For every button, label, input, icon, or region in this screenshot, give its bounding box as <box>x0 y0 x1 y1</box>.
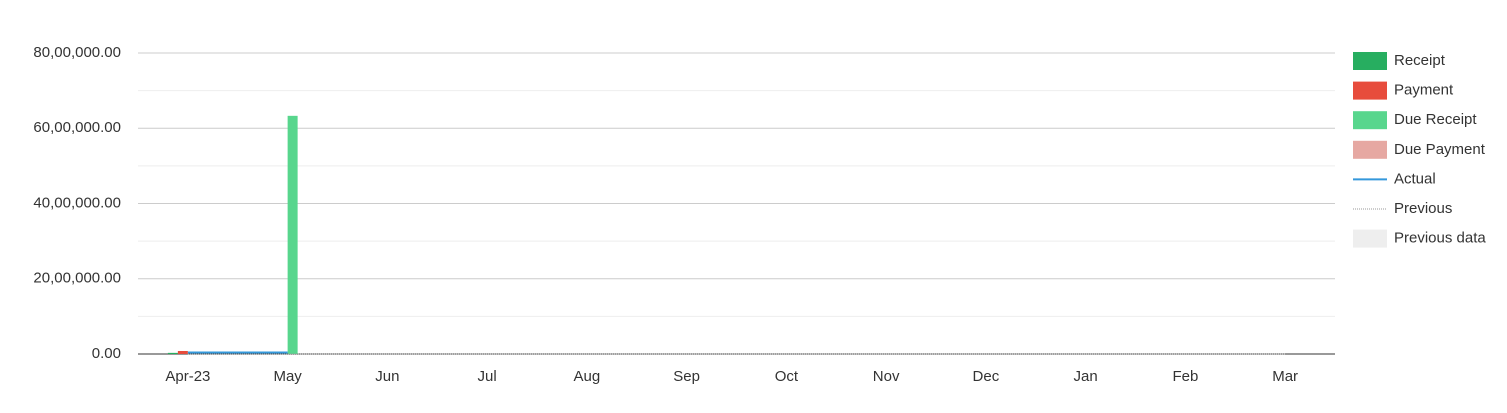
x-tick-label: Jul <box>478 368 497 385</box>
y-tick-label: 20,00,000.00 <box>33 270 121 287</box>
y-tick-label: 40,00,000.00 <box>33 194 121 211</box>
x-tick-label: Oct <box>775 368 799 385</box>
x-tick-label: Feb <box>1172 368 1198 385</box>
x-tick-label: May <box>273 368 302 385</box>
x-tick-label: Jun <box>375 368 399 385</box>
legend-label: Payment <box>1394 82 1454 99</box>
legend-swatch <box>1353 140 1387 159</box>
legend-label: Receipt <box>1394 52 1446 69</box>
legend-label: Actual <box>1394 170 1436 187</box>
x-tick-label: Nov <box>873 368 900 385</box>
x-tick-label: Jan <box>1074 368 1098 385</box>
x-tick-label: Dec <box>973 368 1000 385</box>
bar <box>177 350 188 354</box>
x-tick-label: Apr-23 <box>165 368 210 385</box>
x-tick-label: Sep <box>673 368 700 385</box>
x-tick-label: Aug <box>574 368 601 385</box>
legend-label: Due Receipt <box>1394 111 1477 128</box>
legend-swatch <box>1353 111 1387 130</box>
bar <box>287 115 298 355</box>
legend-swatch <box>1353 52 1387 70</box>
y-tick-label: 80,00,000.00 <box>33 44 121 61</box>
legend-swatch <box>1353 229 1387 248</box>
bar <box>167 352 178 354</box>
y-tick-label: 0.00 <box>92 345 121 362</box>
x-tick-label: Mar <box>1272 368 1298 385</box>
legend-swatch <box>1353 81 1387 100</box>
legend-label: Previous data <box>1394 230 1486 247</box>
y-tick-label: 60,00,000.00 <box>33 119 121 136</box>
legend-label: Previous <box>1394 200 1452 217</box>
legend-label: Due Payment <box>1394 141 1486 158</box>
